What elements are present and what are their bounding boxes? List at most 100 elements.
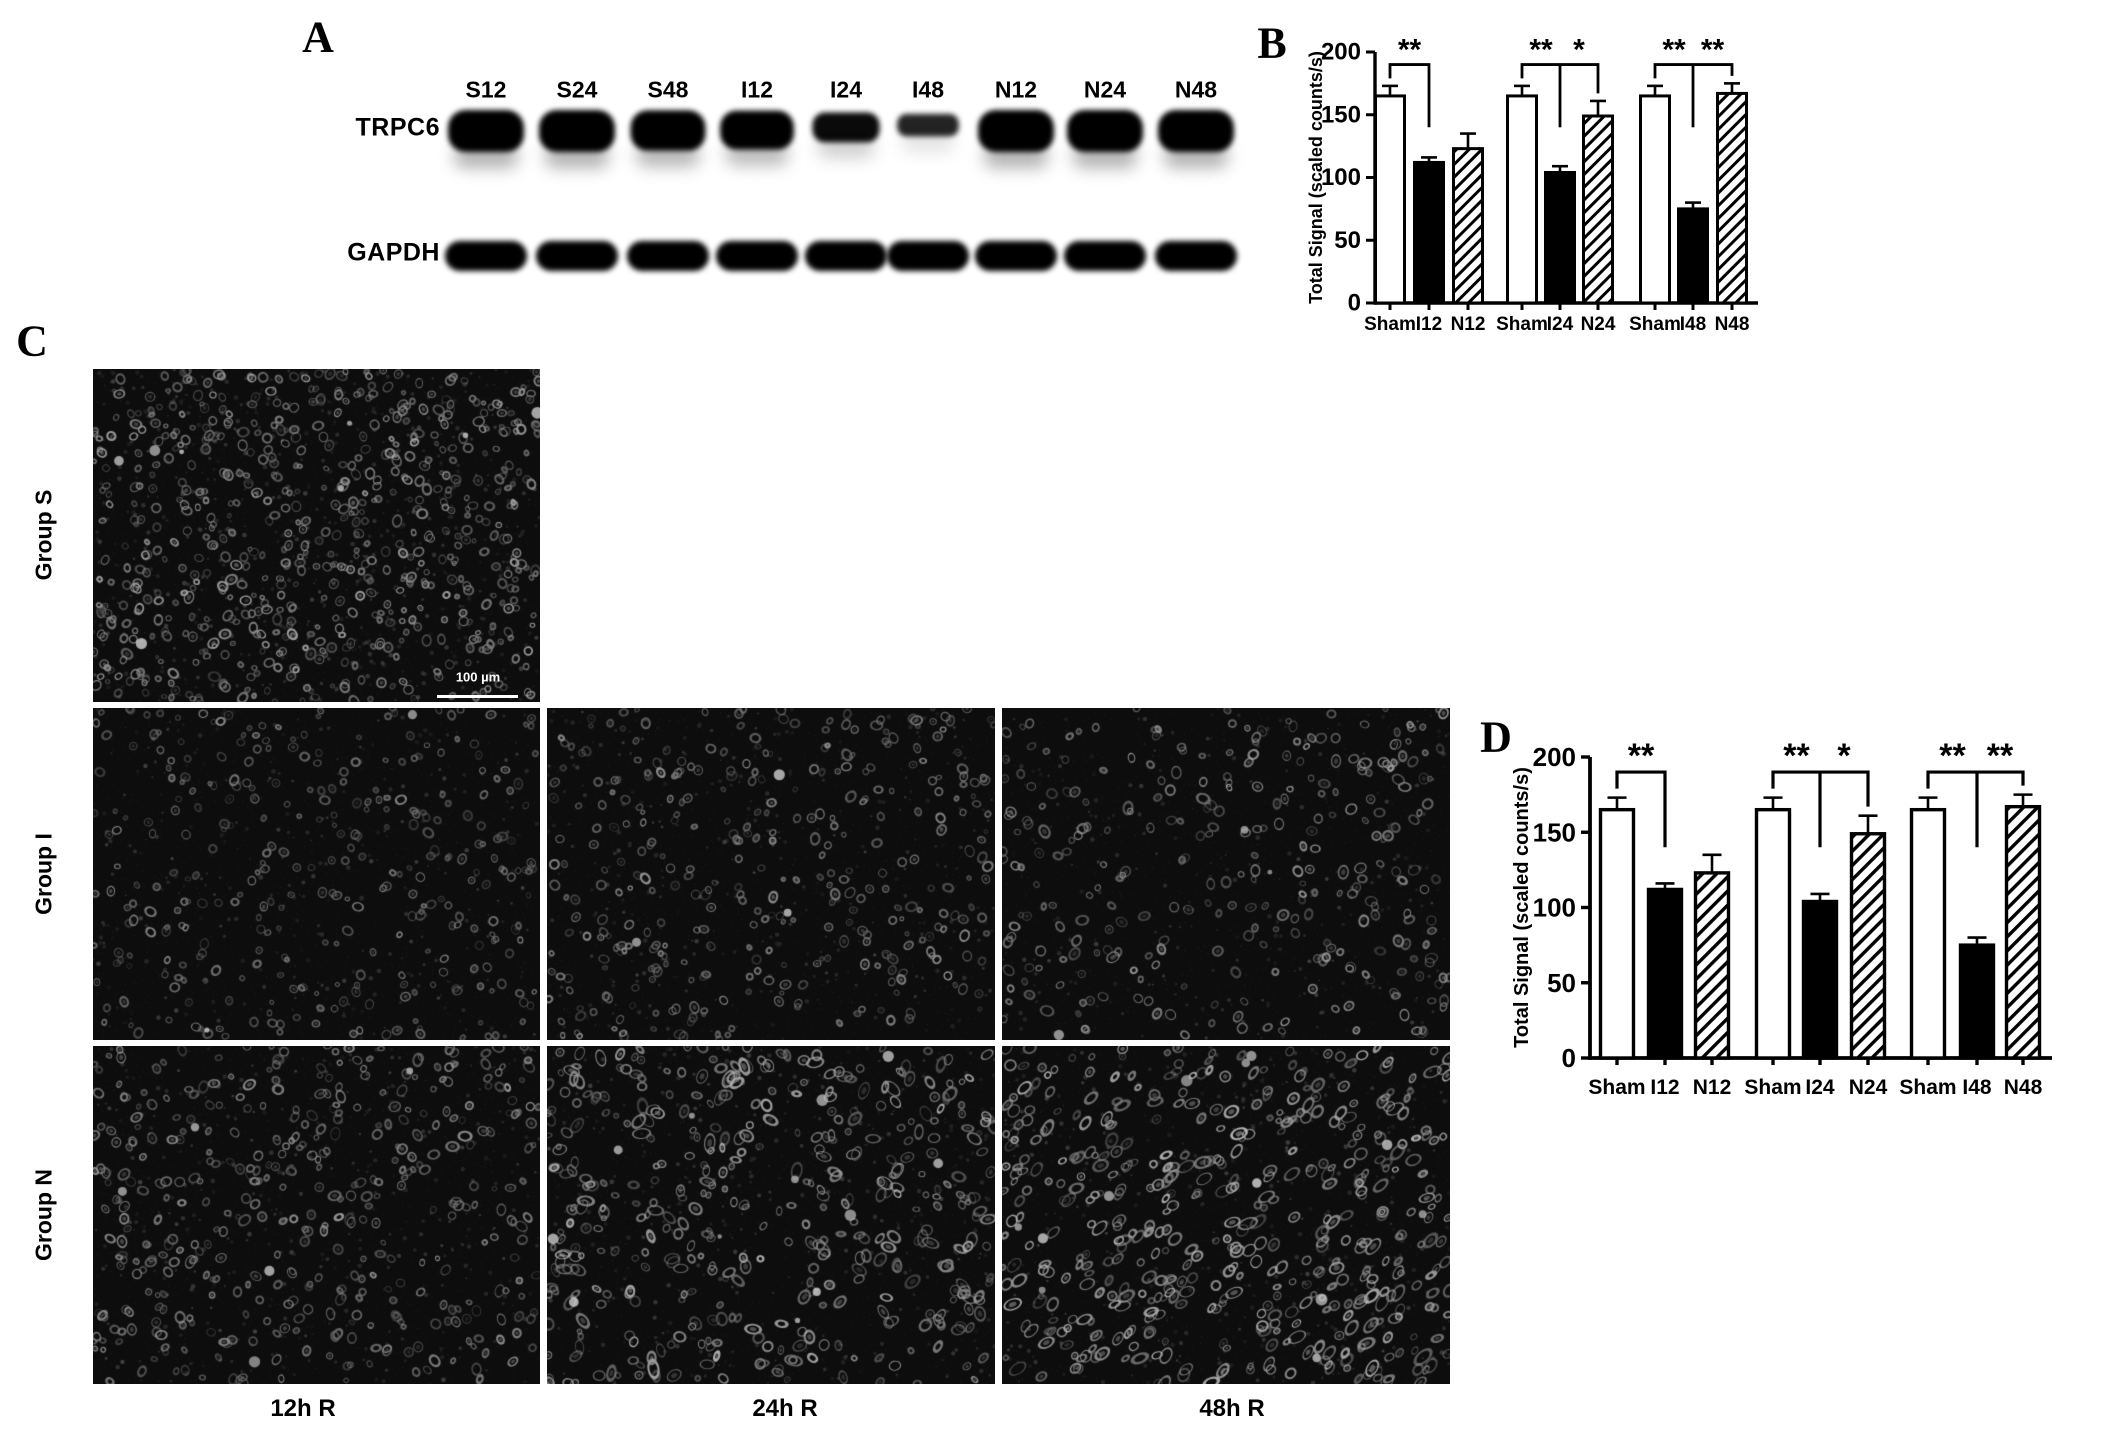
significance-stars: ** [1529, 34, 1553, 67]
x-tick-label: Sham [1496, 314, 1548, 335]
bar-i48-7 [1958, 943, 1996, 1060]
blot-row-label-gapdh: GAPDH [347, 238, 440, 267]
row-label-group-s: Group S [30, 489, 57, 581]
gapdh-band [716, 241, 798, 271]
gapdh-band [887, 241, 969, 271]
trpc6-band [539, 110, 615, 152]
x-tick-label: N48 [2004, 1076, 2043, 1099]
lane-label-i12: I12 [741, 76, 773, 103]
col-label-24h-r: 24h R [752, 1395, 818, 1422]
gapdh-band [805, 241, 887, 271]
trpc6-band-smear [817, 134, 875, 159]
trpc6-band [630, 110, 706, 151]
significance-stars: * [1573, 34, 1585, 67]
significance-bracket [1653, 63, 1734, 79]
scale-bar-label: 100 µm [455, 669, 501, 685]
x-tick-label: N12 [1693, 1076, 1732, 1099]
x-tick-label: Sham [1364, 314, 1416, 335]
significance-bracket [1615, 770, 1667, 848]
gapdh-band [627, 241, 709, 271]
x-tick-label: N12 [1451, 314, 1486, 335]
trpc6-band-smear [545, 144, 609, 168]
bar-i24-4 [1544, 170, 1576, 305]
x-tick-label: I48 [1962, 1076, 1992, 1099]
bar-n24-5 [1849, 832, 1887, 1060]
bar-n24-5 [1582, 114, 1614, 305]
x-tick-label: N24 [1849, 1076, 1888, 1099]
gapdh-band [1155, 241, 1237, 271]
scale-bar-line [437, 695, 518, 698]
trpc6-band [720, 110, 794, 150]
bar-n48-8 [2004, 804, 2042, 1060]
col-label-48h-r: 48h R [1199, 1395, 1265, 1422]
trpc6-band [1158, 110, 1234, 152]
gapdh-band [536, 241, 618, 271]
significance-stars: ** [1701, 34, 1725, 67]
bar-sham-0 [1598, 807, 1636, 1060]
trpc6-band-smear [636, 142, 700, 167]
x-tick-label: I12 [1416, 314, 1442, 335]
x-tick-label: I12 [1650, 1076, 1679, 1099]
y-tick-label: 150 [1533, 817, 1576, 847]
lane-label-s12: S12 [465, 76, 507, 103]
significance-stars: * [1837, 737, 1851, 775]
bar-sham-6 [1909, 807, 1947, 1060]
trpc6-band [448, 110, 524, 152]
bar-i24-4 [1801, 899, 1839, 1060]
micrograph-group-i-24h [547, 708, 995, 1040]
significance-stars: ** [1783, 737, 1810, 775]
lane-label-n48: N48 [1174, 76, 1218, 103]
lane-label-n12: N12 [994, 76, 1038, 103]
blot-row-label-trpc6: TRPC6 [355, 113, 440, 142]
micrograph-group-n-12h [93, 1046, 540, 1384]
x-tick-label: Sham [1629, 314, 1681, 335]
y-tick-label: 0 [1348, 290, 1361, 317]
x-tick-label: Sham [1899, 1076, 1956, 1099]
trpc6-band-smear [454, 144, 518, 168]
bar-i12-1 [1646, 887, 1684, 1060]
trpc6-band [978, 110, 1054, 152]
y-tick-label: 100 [1533, 893, 1576, 923]
panel-d-letter: D [1480, 712, 1512, 762]
bar-sham-6 [1639, 94, 1671, 305]
row-label-group-i: Group I [30, 833, 57, 915]
gapdh-band [975, 241, 1057, 271]
bar-n12-2 [1693, 871, 1731, 1060]
trpc6-band-smear [1073, 144, 1137, 168]
trpc6-band-smear [1164, 144, 1228, 168]
trpc6-band [812, 112, 880, 143]
panel-a-letter: A [302, 12, 334, 62]
bar-sham-0 [1374, 94, 1406, 305]
western-blot [445, 110, 1237, 271]
trpc6-band-smear [902, 128, 954, 153]
significance-bracket [1926, 770, 2025, 789]
y-axis-title: Total Signal (scaled counts/s) [1511, 767, 1533, 1048]
trpc6-band [1067, 110, 1143, 152]
x-tick-label: I24 [1547, 314, 1574, 335]
trpc6-band-smear [726, 141, 788, 166]
panel-b-letter: B [1257, 18, 1287, 68]
bar-i48-7 [1677, 207, 1709, 305]
bar-i12-1 [1413, 160, 1445, 305]
y-tick-label: 50 [1334, 227, 1361, 254]
significance-stars: ** [1628, 737, 1655, 775]
x-tick-label: Sham [1588, 1076, 1645, 1099]
significance-bracket [1771, 770, 1870, 807]
significance-stars: ** [1662, 34, 1686, 67]
bar-n12-2 [1452, 147, 1484, 305]
bar-n48-8 [1716, 91, 1748, 305]
significance-stars: ** [1987, 737, 2014, 775]
trpc6-band-smear [984, 144, 1048, 168]
y-axis-title: Total Signal (scaled counts/s) [1306, 51, 1326, 304]
micrograph-group-i-12h [93, 708, 540, 1040]
gapdh-band [1064, 241, 1146, 271]
x-tick-label: N48 [1715, 314, 1750, 335]
micrograph-group-n-24h [547, 1046, 995, 1384]
significance-stars: ** [1939, 737, 1966, 775]
significance-stars: ** [1398, 34, 1422, 67]
x-tick-label: Sham [1744, 1076, 1801, 1099]
trpc6-band [897, 113, 959, 137]
